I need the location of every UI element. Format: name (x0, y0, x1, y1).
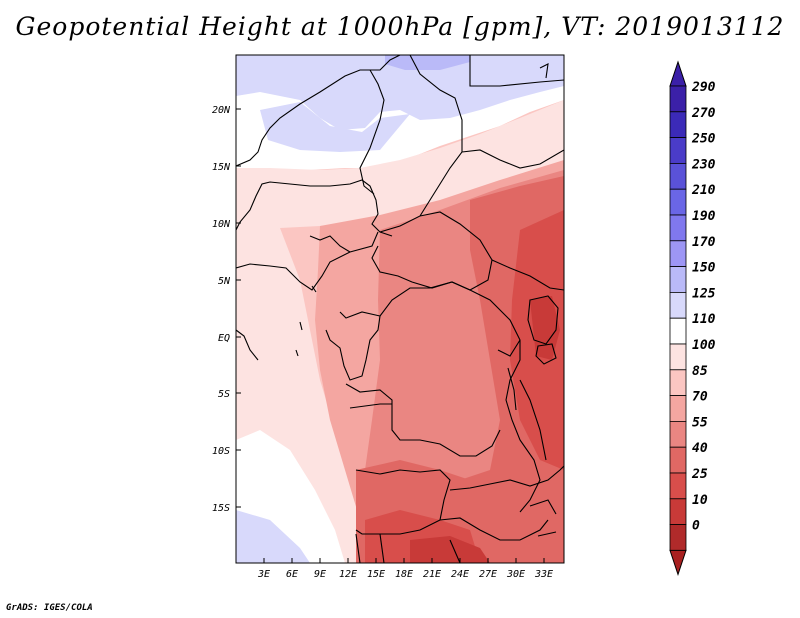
colorbar-label: 40 (692, 441, 708, 456)
colorbar: 2902702502302101901701501251101008570554… (669, 60, 716, 576)
colorbar-label: 100 (692, 338, 716, 353)
colorbar-label: 230 (691, 157, 716, 172)
colorbar-bottom-arrow (669, 549, 687, 576)
colorbar-segment (669, 137, 687, 164)
lat-tick-label: 5N (218, 276, 231, 287)
chart-title: Geopotential Height at 1000hPa [gpm], VT… (15, 12, 785, 41)
colorbar-segment (669, 266, 687, 293)
colorbar-top-arrow (669, 60, 687, 87)
colorbar-segment (669, 188, 687, 216)
lon-tick-label: 6E (286, 569, 298, 580)
lat-tick-label: 15S (212, 503, 230, 514)
colorbar-segment (669, 111, 687, 139)
colorbar-segment (669, 498, 687, 525)
grads-credit: GrADS: IGES/COLA (6, 603, 93, 613)
colorbar-label: 25 (691, 467, 708, 482)
lon-tick-label: 30E (506, 569, 525, 580)
colorbar-label: 270 (691, 106, 716, 121)
colorbar-segment (669, 343, 687, 371)
colorbar-label: 190 (692, 209, 716, 224)
colorbar-label: 55 (692, 415, 708, 430)
colorbar-segment (669, 420, 687, 448)
colorbar-segment (669, 317, 687, 345)
colorbar-label: 110 (692, 312, 716, 327)
colorbar-segment (669, 369, 687, 396)
colorbar-segment (669, 446, 687, 474)
colorbar-segment (669, 472, 687, 500)
colorbar-label: 10 (692, 493, 708, 508)
latitude-axis: 20N 15N 10N 5N EQ 5S 10S 15S (212, 105, 241, 514)
lon-tick-label: 3E (257, 569, 270, 580)
colorbar-segment (669, 291, 687, 319)
lon-tick-label: 21E (423, 569, 441, 580)
colorbar-label: 170 (692, 235, 716, 250)
lon-tick-label: 12E (339, 569, 357, 580)
height-field (236, 55, 564, 563)
lon-tick-label: 27E (479, 569, 497, 580)
lat-tick-label: 5S (218, 389, 230, 400)
colorbar-segment (669, 214, 687, 242)
colorbar-label: 250 (691, 132, 716, 147)
colorbar-label: 0 (692, 519, 700, 534)
colorbar-label: 210 (691, 183, 716, 198)
map-frame (235, 54, 565, 564)
colorbar-label: 70 (692, 390, 708, 405)
colorbar-segment (669, 524, 687, 551)
lat-tick-label: 10N (212, 219, 231, 230)
colorbar-label: 290 (691, 80, 716, 95)
lon-tick-label: 9E (314, 569, 326, 580)
lon-tick-label: 33E (534, 569, 553, 580)
colorbar-segment (669, 240, 687, 268)
lon-tick-label: 24E (451, 569, 469, 580)
colorbar-label: 150 (692, 261, 716, 276)
lat-tick-label: 10S (212, 446, 230, 457)
longitude-axis: 3E 6E 9E 12E 15E 18E 21E 24E 27E 30E 33E (257, 558, 553, 580)
colorbar-segment (669, 395, 687, 422)
lon-tick-label: 15E (367, 569, 385, 580)
lon-tick-label: 18E (395, 569, 413, 580)
colorbar-segment (669, 85, 687, 113)
colorbar-label: 85 (692, 364, 708, 379)
colorbar-label: 125 (692, 286, 716, 301)
colorbar-segment (669, 162, 687, 190)
lat-tick-label: EQ (218, 333, 230, 344)
lat-tick-label: 15N (212, 162, 231, 173)
lat-tick-label: 20N (212, 105, 231, 116)
